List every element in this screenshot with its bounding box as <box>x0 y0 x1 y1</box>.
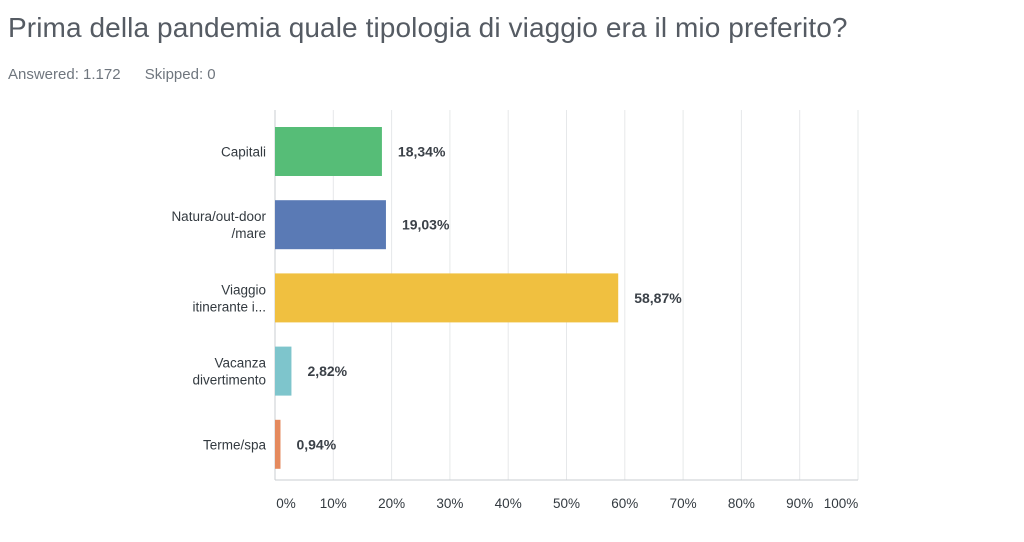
bar <box>275 200 386 250</box>
x-tick-label: 0% <box>276 496 296 511</box>
category-label: Capitali <box>221 145 266 160</box>
x-tick-label: 10% <box>320 496 347 511</box>
category-label: Vacanza divertimento <box>192 356 266 388</box>
category-label: Viaggio itinerante i... <box>192 282 266 314</box>
x-tick-label: 50% <box>553 496 580 511</box>
x-tick-label: 60% <box>611 496 638 511</box>
value-labels: 18,34% 19,03% 58,87% 2,82% 0,94% <box>296 144 682 453</box>
x-tick-label: 40% <box>495 496 522 511</box>
category-labels: Capitali Natura/out-door/mare Viaggio itine… <box>171 145 266 453</box>
value-label: 18,34% <box>398 144 446 160</box>
bar <box>275 419 281 469</box>
category-label: Terme/spa <box>203 437 267 452</box>
bar <box>275 127 382 176</box>
response-stats: Answered: 1.172 Skipped: 0 <box>8 66 216 83</box>
gridlines <box>274 110 859 481</box>
x-tick-label: 90% <box>786 496 813 511</box>
bars <box>275 127 619 469</box>
value-label: 19,03% <box>402 217 450 233</box>
x-tick-label: 30% <box>436 496 463 511</box>
x-tick-label: 100% <box>824 496 859 511</box>
bar <box>275 346 292 396</box>
answered-count: Answered: 1.172 <box>8 66 121 83</box>
category-label: Natura/out-door/mare <box>171 209 266 241</box>
value-label: 58,87% <box>634 290 682 306</box>
x-tick-label: 70% <box>670 496 697 511</box>
value-label: 0,94% <box>296 436 336 452</box>
x-tick-label: 20% <box>378 496 405 511</box>
skipped-count: Skipped: 0 <box>144 66 216 83</box>
value-label: 2,82% <box>307 363 347 379</box>
x-tick-label: 80% <box>728 496 755 511</box>
chart-title: Prima della pandemia quale tipologia di … <box>8 12 848 43</box>
bar <box>275 273 619 323</box>
x-tick-labels: 0% 10% 20% 30% 40% 50% 60% 70% 80% 90% 100% <box>276 496 858 511</box>
